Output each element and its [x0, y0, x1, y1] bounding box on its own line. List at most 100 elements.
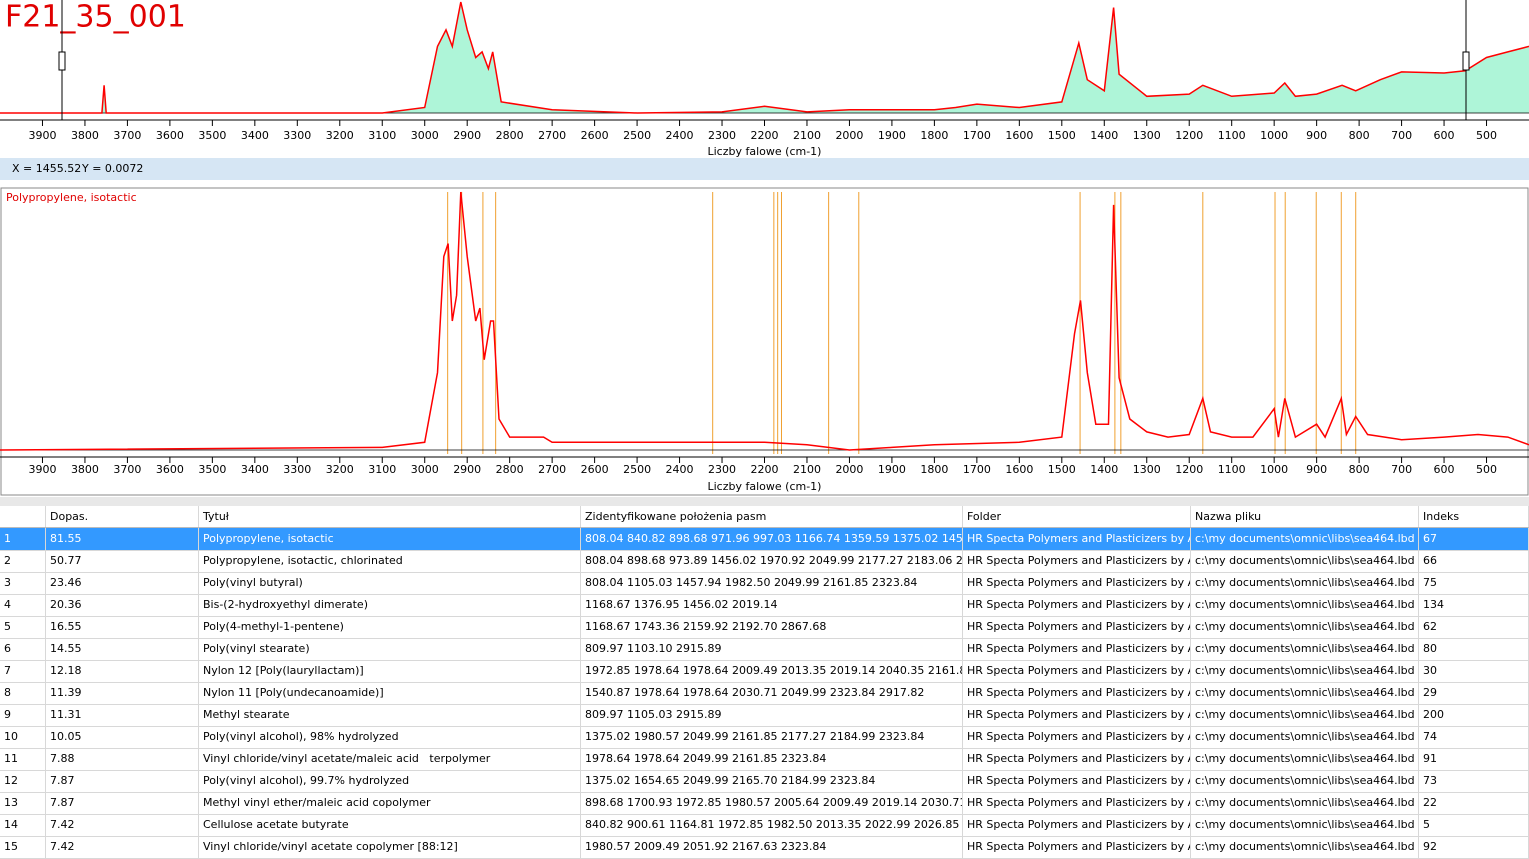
x-tick-label: 1100 — [1218, 129, 1246, 142]
table-row[interactable]: 2 50.77 Polypropylene, isotactic, chlorina… — [0, 550, 1529, 573]
table-cell: 808.04 1105.03 1457.94 1982.50 2049.99 2… — [581, 572, 963, 594]
table-cell: 29 — [1419, 682, 1529, 704]
table-cell: HR Specta Polymers and Plasticizers by A… — [963, 616, 1191, 638]
table-cell: 7.88 — [46, 748, 199, 770]
table-row[interactable]: 10 10.05 Poly(vinyl alcohol), 98% hydrolyz… — [0, 726, 1529, 749]
spectrum-line — [0, 1, 1529, 114]
x-tick-label: 500 — [1476, 129, 1497, 142]
table-cell: 62 — [1419, 616, 1529, 638]
x-tick-label: 700 — [1391, 129, 1412, 142]
x-tick-label: 2000 — [835, 463, 863, 476]
table-row[interactable]: 9 11.31 Methyl stearate 809.97 1105.03 2915… — [0, 704, 1529, 727]
table-cell: 11.39 — [46, 682, 199, 704]
table-row[interactable]: 4 20.36 Bis-(2-hydroxyethyl dimerate) 1168.… — [0, 594, 1529, 617]
table-cell: c:\my documents\omnic\libs\sea464.lbd — [1191, 836, 1419, 858]
table-cell: c:\my documents\omnic\libs\sea464.lbd — [1191, 594, 1419, 616]
x-tick-label: 2000 — [835, 129, 863, 142]
x-tick-label: 800 — [1349, 463, 1370, 476]
table-cell: Polypropylene, isotactic — [199, 528, 581, 550]
x-tick-label: 2200 — [751, 463, 779, 476]
table-cell: Poly(vinyl stearate) — [199, 638, 581, 660]
table-cell: c:\my documents\omnic\libs\sea464.lbd — [1191, 638, 1419, 660]
table-row[interactable]: 8 11.39 Nylon 11 [Poly(undecanoamide)] 1540… — [0, 682, 1529, 705]
header-cell[interactable]: Zidentyfikowane położenia pasm — [581, 506, 963, 527]
table-cell: 7.87 — [46, 770, 199, 792]
x-tick-label: 1000 — [1260, 129, 1288, 142]
header-cell[interactable] — [0, 506, 46, 527]
table-cell: Cellulose acetate butyrate — [199, 814, 581, 836]
x-tick-label: 3600 — [156, 129, 184, 142]
table-cell: HR Specta Polymers and Plasticizers by A… — [963, 572, 1191, 594]
table-cell: 22 — [1419, 792, 1529, 814]
table-row[interactable]: 11 7.88 Vinyl chloride/vinyl acetate/malei… — [0, 748, 1529, 771]
table-cell: 7 — [0, 660, 46, 682]
panel-border — [0, 187, 1529, 496]
x-tick-label: 3300 — [283, 463, 311, 476]
table-cell: HR Specta Polymers and Plasticizers by A… — [963, 726, 1191, 748]
table-cell: 11 — [0, 748, 46, 770]
x-tick-label: 800 — [1349, 129, 1370, 142]
table-cell: HR Specta Polymers and Plasticizers by A… — [963, 836, 1191, 858]
splitter — [0, 497, 1529, 506]
x-tick-label: 1800 — [920, 463, 948, 476]
table-cell: 67 — [1419, 528, 1529, 550]
x-tick-label: 1700 — [963, 463, 991, 476]
table-cell: 92 — [1419, 836, 1529, 858]
table-cell: 74 — [1419, 726, 1529, 748]
table-cell: 23.46 — [46, 572, 199, 594]
x-tick-label: 2300 — [708, 463, 736, 476]
table-cell: c:\my documents\omnic\libs\sea464.lbd — [1191, 792, 1419, 814]
table-cell: 10.05 — [46, 726, 199, 748]
table-cell: 898.68 1700.93 1972.85 1980.57 2005.64 2… — [581, 792, 963, 814]
x-tick-label: 3800 — [71, 463, 99, 476]
x-tick-label: 3500 — [198, 129, 226, 142]
spectra: X = 1455.52 Y = 0.0072 F21_35_001 Polypr… — [0, 0, 1529, 506]
x-tick-label: 2400 — [666, 129, 694, 142]
x-tick-label: 1900 — [878, 463, 906, 476]
table-cell: c:\my documents\omnic\libs\sea464.lbd — [1191, 550, 1419, 572]
table-cell: HR Specta Polymers and Plasticizers by A… — [963, 748, 1191, 770]
x-tick-label: 3700 — [113, 463, 141, 476]
table-cell: 1978.64 1978.64 2049.99 2161.85 2323.84 — [581, 748, 963, 770]
table-cell: Vinyl chloride/vinyl acetate copolymer [… — [199, 836, 581, 858]
header-cell[interactable]: Folder — [963, 506, 1191, 527]
header-cell[interactable]: Nazwa pliku — [1191, 506, 1419, 527]
x-tick-label: 2100 — [793, 129, 821, 142]
x-tick-label: 2900 — [453, 463, 481, 476]
table-row[interactable]: 13 7.87 Methyl vinyl ether/maleic acid cop… — [0, 792, 1529, 815]
x-axis-title: Liczby falowe (cm-1) — [708, 145, 822, 158]
table-cell: Polypropylene, isotactic, chlorinated — [199, 550, 581, 572]
x-tick-label: 3000 — [411, 463, 439, 476]
table-row[interactable]: 3 23.46 Poly(vinyl butyral) 808.04 1105.03 … — [0, 572, 1529, 595]
x-tick-label: 2800 — [496, 129, 524, 142]
table-cell: 12.18 — [46, 660, 199, 682]
x-tick-label: 3900 — [28, 129, 56, 142]
table-row[interactable]: 5 16.55 Poly(4-methyl-1-pentene) 1168.67 17… — [0, 616, 1529, 639]
x-tick-label: 1600 — [1005, 463, 1033, 476]
x-tick-label: 1200 — [1175, 463, 1203, 476]
table-cell: Poly(4-methyl-1-pentene) — [199, 616, 581, 638]
table-cell: 13 — [0, 792, 46, 814]
x-tick-label: 2500 — [623, 463, 651, 476]
table-row[interactable]: 15 7.42 Vinyl chloride/vinyl acetate copol… — [0, 836, 1529, 859]
table-row[interactable]: 7 12.18 Nylon 12 [Poly(lauryllactam)] 1972.… — [0, 660, 1529, 683]
table-row[interactable]: 6 14.55 Poly(vinyl stearate) 809.97 1103.10… — [0, 638, 1529, 661]
table-cell: 1375.02 1654.65 2049.99 2165.70 2184.99 … — [581, 770, 963, 792]
header-cell[interactable]: Dopas. — [46, 506, 199, 527]
x-tick-label: 1400 — [1090, 463, 1118, 476]
x-tick-label: 1500 — [1048, 129, 1076, 142]
table-cell: Poly(vinyl alcohol), 99.7% hydrolyzed — [199, 770, 581, 792]
table-row[interactable]: 1 81.55 Polypropylene, isotactic 808.04 840… — [0, 528, 1529, 551]
x-tick-label: 3300 — [283, 129, 311, 142]
range-handle — [1462, 51, 1470, 71]
header-cell[interactable]: Tytuł — [199, 506, 581, 527]
table-cell: 50.77 — [46, 550, 199, 572]
x-tick-label: 2200 — [751, 129, 779, 142]
header-cell[interactable]: Indeks — [1419, 506, 1529, 527]
table-cell: 1 — [0, 528, 46, 550]
table-row[interactable]: 14 7.42 Cellulose acetate butyrate 840.82 9… — [0, 814, 1529, 837]
table-cell: HR Specta Polymers and Plasticizers by A… — [963, 550, 1191, 572]
x-tick-label: 1000 — [1260, 463, 1288, 476]
table-row[interactable]: 12 7.87 Poly(vinyl alcohol), 99.7% hydroly… — [0, 770, 1529, 793]
